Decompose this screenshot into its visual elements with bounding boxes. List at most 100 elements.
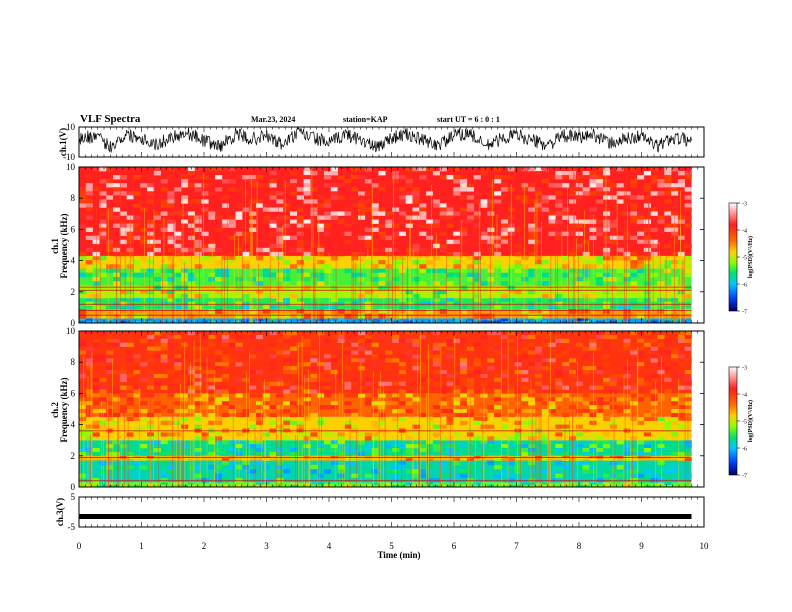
- spectrogram-cell: [677, 409, 685, 414]
- spectrogram-cell: [453, 272, 461, 278]
- spectrogram-cell: [140, 393, 148, 398]
- spectrogram-cell: [79, 251, 87, 257]
- spectrogram-cell: [79, 203, 87, 208]
- spectrogram-cell: [344, 409, 352, 414]
- spectrogram-cell: [113, 389, 121, 394]
- spectrogram-cell: [79, 187, 87, 192]
- spectrogram-cell: [521, 247, 529, 253]
- spectrogram-cell: [99, 293, 107, 299]
- spectrogram-cell: [623, 276, 631, 282]
- spectrogram-cell: [521, 195, 529, 200]
- spectrogram-cell: [160, 191, 168, 196]
- spectrogram-cell: [616, 381, 624, 386]
- spectrogram-cell: [330, 460, 338, 466]
- spectrogram-cell: [521, 432, 529, 437]
- spectrogram-cell: [194, 219, 202, 224]
- spectrogram-cell: [228, 289, 236, 295]
- spectrogram-cell: [562, 385, 570, 390]
- spectrogram-cell: [160, 179, 168, 184]
- spectrogram-cell: [208, 342, 216, 347]
- spectrogram-cell: [432, 370, 440, 375]
- spectrogram-cell: [221, 377, 230, 382]
- spectrogram-cell: [106, 366, 114, 371]
- spectrogram-cell: [494, 318, 502, 321]
- spectrogram-cell: [262, 385, 270, 390]
- spectrogram-cell: [140, 255, 148, 261]
- spectrogram-cell: [677, 187, 685, 192]
- spectrogram-cell: [283, 331, 291, 336]
- spectrogram-cell: [534, 211, 543, 216]
- spectrogram-cell: [276, 227, 284, 232]
- spectrogram-cell: [487, 366, 495, 371]
- spectrogram-cell: [514, 268, 522, 273]
- spectrogram-cell: [405, 179, 413, 184]
- spectrogram-cell: [419, 448, 427, 453]
- spectrogram-cell: [133, 469, 141, 474]
- spectrogram-cell: [208, 334, 216, 340]
- spectrogram-cell: [650, 338, 658, 343]
- spectrogram-cell: [201, 231, 209, 237]
- spectrogram-cell: [337, 338, 345, 343]
- spectrogram-cell: [671, 409, 679, 414]
- spectrogram-cell: [358, 331, 366, 336]
- spectrogram-cell: [174, 211, 182, 216]
- spectrogram-cell: [684, 175, 692, 180]
- spectrogram-cell: [153, 276, 161, 282]
- spectrogram-cell: [330, 354, 338, 359]
- spectrogram-cell: [106, 482, 114, 485]
- spectrogram-cell: [528, 334, 536, 340]
- spectrogram-cell: [657, 342, 665, 347]
- spectrogram-cell: [167, 167, 175, 172]
- spectrogram-cell: [194, 227, 202, 232]
- spectrogram-cell: [160, 440, 168, 445]
- spectrogram-cell: [215, 473, 223, 479]
- spectrogram-cell: [296, 482, 304, 485]
- spectrogram-cell: [385, 405, 393, 410]
- spectrogram-cell: [364, 412, 372, 418]
- spectrogram-cell: [140, 207, 148, 212]
- spectrogram-cell: [364, 477, 372, 483]
- spectrogram-cell: [677, 334, 685, 340]
- spectrogram-cell: [85, 444, 93, 449]
- spectrogram-cell: [657, 444, 665, 449]
- spectrogram-cell: [528, 167, 536, 172]
- spectrogram-cell: [466, 385, 475, 390]
- spectrogram-cell: [419, 385, 427, 390]
- spectrogram-cell: [555, 281, 563, 286]
- spectrogram-cell: [358, 276, 366, 282]
- spectrogram-cell: [283, 320, 291, 324]
- spectrogram-cell: [79, 260, 87, 265]
- spectrogram-cell: [555, 235, 563, 241]
- spectrogram-cell: [126, 187, 134, 192]
- spectrogram-cell: [664, 373, 672, 379]
- spectrogram-cell: [562, 211, 570, 216]
- spectrogram-cell: [582, 409, 590, 414]
- spectrogram-cell: [439, 393, 447, 398]
- spectrogram-cell: [215, 175, 223, 180]
- spectrogram-cell: [85, 175, 93, 180]
- spectrogram-cell: [167, 318, 175, 321]
- spectrogram-cell: [460, 183, 468, 188]
- spectrogram-cell: [140, 227, 148, 232]
- spectrogram-cell: [92, 381, 100, 386]
- spectrogram-cell: [187, 385, 195, 390]
- spectrogram-cell: [494, 285, 502, 291]
- spectrogram-cell: [439, 211, 447, 216]
- spectrogram-cell: [534, 350, 543, 355]
- spectrogram-cell: [426, 354, 434, 359]
- spectrogram-cell: [671, 187, 679, 192]
- spectrogram-cell: [337, 366, 345, 371]
- spectrogram-cell: [92, 477, 100, 483]
- spectrogram-cell: [466, 264, 475, 269]
- spectrogram-cell: [514, 389, 522, 394]
- spectrogram-cell: [643, 320, 651, 324]
- spectrogram-cell: [317, 195, 325, 200]
- spectrogram-cell: [637, 432, 645, 437]
- spectrogram-cell: [677, 362, 685, 367]
- spectrogram-cell: [677, 239, 685, 245]
- spectrogram-cell: [466, 397, 475, 402]
- spectrogram-cell: [521, 276, 529, 282]
- spectrogram-cell: [432, 440, 440, 445]
- spectrogram-cell: [147, 346, 155, 351]
